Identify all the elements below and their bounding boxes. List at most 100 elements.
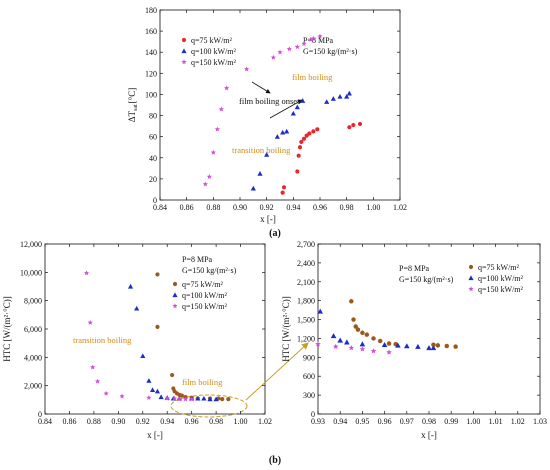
legend-marker-star	[468, 286, 474, 292]
data-point-star	[171, 395, 178, 401]
data-point-circle	[377, 338, 383, 344]
data-point-star	[301, 41, 307, 46]
y-tick-label: 20	[149, 175, 157, 184]
data-point-circle	[431, 342, 436, 347]
x-tick-label: 1.00	[466, 417, 480, 426]
data-point-triangle	[337, 337, 343, 343]
y-axis-label-a: ΔTsat[°C]	[127, 88, 139, 123]
data-point-triangle	[207, 396, 213, 402]
x-tick-label: 1.01	[489, 417, 503, 426]
data-point-triangle	[264, 152, 270, 157]
legend-marker-circle	[172, 281, 178, 287]
y-tick-label: 12,000	[20, 240, 42, 249]
data-point-triangle	[195, 395, 201, 401]
data-point-circle	[355, 327, 361, 332]
x-tick-label: 0.84	[153, 203, 167, 212]
data-point-triangle	[346, 90, 352, 96]
data-point-triangle	[300, 98, 306, 103]
x-tick-label: 0.99	[444, 417, 458, 426]
legend-marker-circle	[468, 264, 474, 270]
data-point-circle	[353, 324, 358, 329]
data-point-triangle	[324, 99, 330, 104]
data-point-triangle	[213, 396, 219, 402]
data-point-star	[83, 270, 90, 276]
data-point-circle	[351, 317, 356, 322]
data-point-circle	[453, 344, 458, 349]
x-axis-label-b-left: x [-]	[147, 430, 163, 440]
y-tick-label: 0	[311, 410, 315, 419]
x-tick-label: 0.84	[38, 417, 52, 426]
data-point-star	[182, 396, 189, 402]
y-tick-label: 1,800	[297, 297, 315, 306]
x-tick-label: 0.98	[422, 417, 436, 426]
y-tick-label: 60	[149, 133, 157, 142]
data-point-star	[386, 349, 392, 355]
data-point-circle	[170, 372, 175, 378]
conditions-b-right-massflux: G=150 kg/(m²·s)	[399, 275, 454, 284]
legend-b-right-q150: q=150 kW/m²	[478, 285, 524, 294]
data-point-star	[277, 49, 283, 55]
legend-marker-triangle	[172, 292, 178, 298]
data-point-star	[348, 344, 355, 351]
plot-frame-a	[159, 9, 401, 201]
conditions-b-left-massflux: G=150 kg/(m²·s)	[182, 266, 237, 275]
data-point-triangle	[359, 341, 366, 347]
chart-b-left: P=8 MPa G=150 kg/(m²·s) q=75 kW/m² q=100…	[2, 240, 309, 466]
x-tick-label: 0.96	[378, 417, 392, 426]
x-tick-label: 0.94	[286, 203, 300, 212]
data-point-star	[224, 85, 230, 91]
data-point-triangle	[381, 341, 388, 347]
data-point-circle	[297, 145, 303, 150]
data-point-star	[244, 66, 250, 72]
x-tick-label: 0.96	[185, 417, 199, 426]
data-point-circle	[360, 330, 365, 336]
y-tick-label: 10,000	[20, 268, 42, 277]
annotation-film-boiling-b: film boiling	[182, 377, 223, 387]
x-tick-label: 0.95	[355, 417, 369, 426]
data-point-star	[359, 346, 366, 352]
y-tick-label: 4,000	[24, 353, 42, 362]
data-point-star	[176, 396, 183, 402]
y-tick-label: 2,100	[297, 278, 315, 287]
data-point-circle	[371, 336, 376, 341]
data-point-star	[94, 378, 101, 384]
data-point-star	[332, 343, 339, 350]
data-point-star	[270, 54, 276, 60]
data-point-triangle	[415, 343, 421, 349]
data-point-circle	[220, 397, 225, 402]
data-point-circle	[347, 125, 352, 130]
data-point-triangle	[149, 387, 156, 392]
data-point-star	[214, 126, 220, 132]
data-point-circle	[307, 131, 312, 136]
data-point-triangle	[284, 128, 290, 134]
arrow-onset	[269, 99, 303, 119]
x-tick-label: 0.92	[136, 417, 150, 426]
legend-b-left-q150: q=150 kW/m²	[182, 302, 228, 311]
data-point-circle	[315, 127, 320, 132]
data-point-star	[202, 181, 208, 187]
legend-a-q75: q=75 kW/m²	[191, 36, 233, 45]
annotation-film-boiling-a: film boiling	[292, 72, 333, 82]
data-point-star	[286, 46, 292, 52]
x-tick-label: 0.96	[313, 203, 327, 212]
data-point-circle	[155, 324, 160, 329]
data-point-star	[317, 33, 323, 39]
data-point-triangle	[154, 388, 161, 394]
y-tick-label: 300	[303, 391, 315, 400]
y-tick-label: 1,200	[297, 334, 315, 343]
data-point-triangle	[395, 342, 401, 348]
data-point-circle	[226, 397, 231, 402]
panel-label-a: (a)	[269, 228, 281, 239]
data-point-circle	[386, 341, 392, 346]
data-point-star	[310, 35, 316, 41]
x-tick-label: 0.90	[233, 203, 247, 212]
data-point-triangle	[344, 339, 350, 345]
y-tick-label: 120	[145, 69, 157, 78]
y-tick-label: 0	[38, 410, 42, 419]
y-tick-label: 2,400	[297, 259, 315, 268]
x-tick-label: 0.92	[260, 203, 274, 212]
y-tick-label: 1,500	[297, 316, 315, 325]
data-point-triangle	[134, 305, 140, 311]
legend-b-right-q75: q=75 kW/m²	[478, 263, 520, 272]
